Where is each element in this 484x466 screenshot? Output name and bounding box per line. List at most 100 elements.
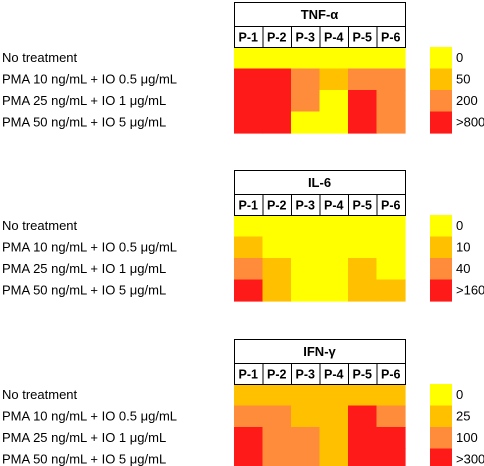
row-label: No treatment xyxy=(2,387,78,402)
row-label: PMA 25 ng/mL + IO 1 μg/mL xyxy=(2,93,166,108)
heatmap-cell xyxy=(291,236,321,259)
legend-swatch xyxy=(430,279,452,302)
heatmap-cell xyxy=(262,384,292,407)
heatmap-cell xyxy=(319,279,349,302)
column-label: P-5 xyxy=(353,368,373,382)
panel-title-box xyxy=(234,170,406,195)
row-label: PMA 10 ng/mL + IO 0.5 μg/mL xyxy=(2,409,177,424)
heatmap-cell xyxy=(376,258,406,281)
row-label: PMA 10 ng/mL + IO 0.5 μg/mL xyxy=(2,240,177,255)
column-label: P-6 xyxy=(381,31,401,45)
heatmap-cell xyxy=(319,47,349,70)
row-label: No treatment xyxy=(2,50,78,65)
heatmap-cell xyxy=(234,448,264,466)
panel-title-box xyxy=(234,339,406,364)
heatmap-cell xyxy=(291,384,321,407)
heatmap-cell xyxy=(234,427,264,450)
legend-label: 10 xyxy=(456,240,470,255)
heatmap-cell xyxy=(348,279,378,302)
column-label: P-1 xyxy=(239,368,259,382)
legend-label: 40 xyxy=(456,261,470,276)
heatmap-cell xyxy=(262,448,292,466)
column-label: P-2 xyxy=(267,368,287,382)
heatmap-cell xyxy=(348,90,378,113)
heatmap-cell xyxy=(262,90,292,113)
heatmap-cell xyxy=(234,111,264,134)
heatmap-cell xyxy=(376,427,406,450)
legend-swatch xyxy=(430,111,452,134)
heatmap-cell xyxy=(319,384,349,407)
heatmap-cell xyxy=(262,279,292,302)
panel-title: TNF-α xyxy=(301,7,339,22)
heatmap-cell xyxy=(262,236,292,259)
heatmap-cell xyxy=(234,236,264,259)
heatmap-cell xyxy=(291,258,321,281)
legend-swatch xyxy=(430,215,452,238)
row-label: PMA 25 ng/mL + IO 1 μg/mL xyxy=(2,430,166,445)
heatmap-cell xyxy=(291,405,321,428)
row-label: PMA 50 ng/mL + IO 5 μg/mL xyxy=(2,115,166,130)
heatmap-panel-3: IFN-γ P-1 P-2 P-3 P-4 P-5 P-6 No treatment PMA 1… xyxy=(2,339,484,466)
column-label: P-6 xyxy=(381,368,401,382)
legend-label: >160 xyxy=(456,283,484,298)
heatmap-cell xyxy=(291,448,321,466)
heatmap-cell xyxy=(234,384,264,407)
heatmap-cell xyxy=(348,236,378,259)
legend-swatch xyxy=(430,384,452,407)
heatmap-cell xyxy=(376,215,406,238)
legend-swatch xyxy=(430,427,452,450)
heatmap-cell xyxy=(376,111,406,134)
heatmap-cell xyxy=(262,111,292,134)
column-header-box xyxy=(376,26,406,48)
heatmap-panel-1: TNF-α P-1 P-2 P-3 P-4 P-5 P-6 No treatment PMA 1… xyxy=(2,2,484,134)
panel-title: IFN-γ xyxy=(303,344,336,359)
heatmap-cell xyxy=(262,215,292,238)
legend-label: 25 xyxy=(456,409,470,424)
column-label: P-2 xyxy=(267,31,287,45)
legend-label: >300 xyxy=(456,452,484,466)
column-header-box xyxy=(376,194,406,216)
panel-title: IL-6 xyxy=(308,175,331,190)
legend-swatch xyxy=(430,90,452,113)
column-label: P-3 xyxy=(296,368,316,382)
heatmap-cell xyxy=(376,68,406,91)
heatmap-cell xyxy=(234,405,264,428)
legend-swatch xyxy=(430,236,452,259)
heatmap-cell xyxy=(319,258,349,281)
heatmap-cell xyxy=(348,47,378,70)
heatmap-cell xyxy=(376,405,406,428)
column-label: P-6 xyxy=(381,199,401,213)
heatmap-cell xyxy=(319,68,349,91)
heatmap-cell xyxy=(376,448,406,466)
row-label: PMA 10 ng/mL + IO 0.5 μg/mL xyxy=(2,72,177,87)
column-label: P-3 xyxy=(296,31,316,45)
legend-label: 0 xyxy=(456,218,463,233)
heatmap-cell xyxy=(262,405,292,428)
column-label: P-4 xyxy=(324,31,344,45)
column-label: P-3 xyxy=(296,199,316,213)
column-label: P-4 xyxy=(324,199,344,213)
heatmap-cell xyxy=(319,215,349,238)
heatmap-cell xyxy=(291,90,321,113)
heatmap-cell xyxy=(262,68,292,91)
column-label: P-5 xyxy=(353,199,373,213)
panel-title-box xyxy=(234,2,406,27)
legend-label: 0 xyxy=(456,387,463,402)
heatmap-cell xyxy=(348,405,378,428)
column-header-box xyxy=(376,363,406,385)
heatmap-cell xyxy=(319,111,349,134)
legend-swatch xyxy=(430,47,452,70)
heatmap-cell xyxy=(262,258,292,281)
column-label: P-2 xyxy=(267,199,287,213)
heatmap-cell xyxy=(291,68,321,91)
heatmap-panel-2: IL-6 P-1 P-2 P-3 P-4 P-5 P-6 No treatment PMA 10… xyxy=(2,170,484,302)
row-label: PMA 50 ng/mL + IO 5 μg/mL xyxy=(2,283,166,298)
heatmap-cell xyxy=(291,427,321,450)
heatmap-cell xyxy=(319,236,349,259)
heatmap-cell xyxy=(376,90,406,113)
column-label: P-1 xyxy=(239,31,259,45)
legend-swatch xyxy=(430,68,452,91)
legend-swatch xyxy=(430,258,452,281)
legend-label: 200 xyxy=(456,93,478,108)
